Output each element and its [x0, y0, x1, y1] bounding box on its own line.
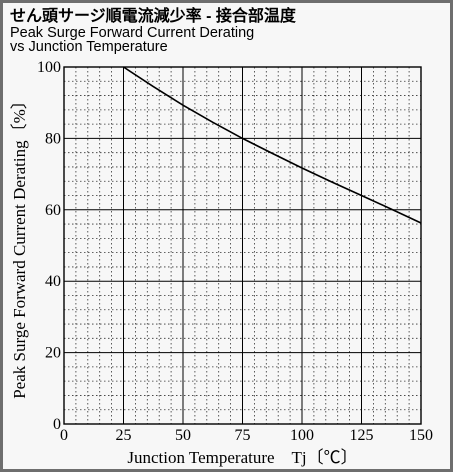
chart-title-block: せん頭サージ順電流減少率 - 接合部温度 Peak Surge Forward …	[10, 7, 296, 54]
x-tick-label: 150	[409, 427, 433, 444]
x-tick-labels: 0 25 50 75 100 125 150	[60, 427, 433, 444]
x-tick-label: 100	[290, 427, 314, 444]
chart-title-english-line2: vs Junction Temperature	[10, 39, 168, 55]
y-tick-labels: 0 20 40 60 80 100	[37, 59, 61, 433]
x-tick-label: 0	[60, 427, 68, 444]
x-tick-label: 50	[175, 427, 191, 444]
plot-frame	[63, 66, 422, 425]
x-axis-label: Junction Temperature Tj〔℃〕	[127, 448, 357, 467]
chart-title-english-line1: Peak Surge Forward Current Derating	[10, 25, 255, 41]
y-tick-label: 60	[45, 202, 61, 219]
y-tick-label: 80	[45, 130, 61, 147]
y-axis-label: Peak Surge Forward Current Derating〔%〕	[10, 92, 29, 399]
y-tick-label: 20	[45, 345, 61, 362]
x-tick-label: 25	[116, 427, 132, 444]
chart-title-japanese: せん頭サージ順電流減少率 - 接合部温度	[10, 8, 296, 25]
y-tick-label: 100	[37, 59, 61, 76]
y-tick-label: 0	[53, 416, 61, 433]
x-tick-label: 125	[350, 427, 374, 444]
y-tick-label: 40	[45, 273, 61, 290]
derating-curve	[123, 66, 422, 224]
x-tick-label: 75	[235, 427, 251, 444]
major-grid	[64, 67, 421, 424]
